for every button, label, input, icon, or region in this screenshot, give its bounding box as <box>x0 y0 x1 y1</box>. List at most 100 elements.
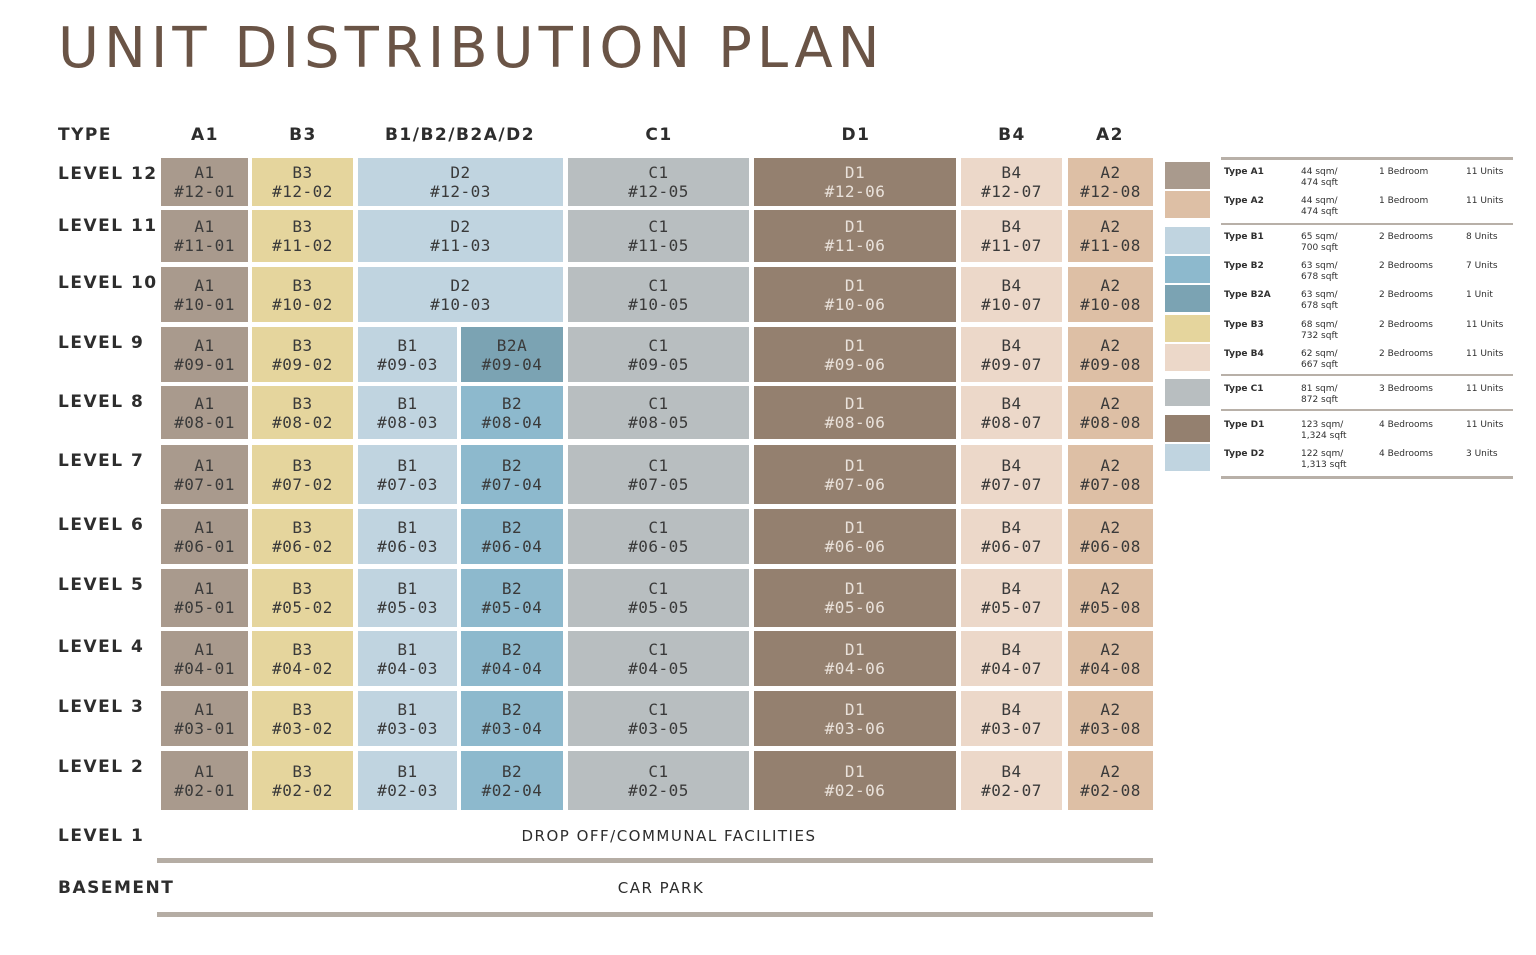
unit-cell[interactable]: A2 #04-08 <box>1068 631 1153 686</box>
unit-cell[interactable]: A1 #07-01 <box>161 445 248 504</box>
unit-cell[interactable]: B1 #05-03 <box>358 569 457 627</box>
unit-cell[interactable]: D2 #10-03 <box>358 267 563 322</box>
unit-cell[interactable]: D1 #06-06 <box>754 509 956 564</box>
unit-number: #07-01 <box>174 474 235 494</box>
unit-type: C1 <box>648 761 669 781</box>
unit-cell[interactable]: B1 #04-03 <box>358 631 457 686</box>
unit-cell[interactable]: A1 #08-01 <box>161 386 248 439</box>
unit-cell[interactable]: D1 #11-06 <box>754 210 956 262</box>
unit-cell[interactable]: B2 #07-04 <box>461 445 563 504</box>
unit-cell[interactable]: A1 #10-01 <box>161 267 248 322</box>
unit-cell[interactable]: B3 #06-02 <box>252 509 353 564</box>
unit-cell[interactable]: D1 #12-06 <box>754 158 956 206</box>
unit-cell[interactable]: A2 #08-08 <box>1068 386 1153 439</box>
unit-cell[interactable]: C1 #04-05 <box>568 631 749 686</box>
unit-type: D1 <box>844 455 866 475</box>
unit-cell[interactable]: A2 #02-08 <box>1068 751 1153 810</box>
unit-cell[interactable]: C1 #03-05 <box>568 691 749 746</box>
unit-cell[interactable]: A2 #03-08 <box>1068 691 1153 746</box>
unit-number: #10-03 <box>430 294 491 314</box>
unit-cell[interactable]: B1 #09-03 <box>358 327 457 382</box>
unit-cell[interactable]: A2 #10-08 <box>1068 267 1153 322</box>
unit-cell[interactable]: B4 #05-07 <box>961 569 1062 627</box>
unit-cell[interactable]: A1 #04-01 <box>161 631 248 686</box>
unit-cell[interactable]: B3 #04-02 <box>252 631 353 686</box>
unit-cell[interactable]: A2 #06-08 <box>1068 509 1153 564</box>
unit-number: #04-04 <box>481 658 543 678</box>
unit-cell[interactable]: B1 #06-03 <box>358 509 457 564</box>
unit-cell[interactable]: A2 #11-08 <box>1068 210 1153 262</box>
unit-cell[interactable]: D1 #05-06 <box>754 569 956 627</box>
unit-cell[interactable]: C1 #05-05 <box>568 569 749 627</box>
unit-cell[interactable]: B3 #05-02 <box>252 569 353 627</box>
unit-cell[interactable]: B2 #06-04 <box>461 509 563 564</box>
unit-cell[interactable]: B4 #11-07 <box>961 210 1062 262</box>
unit-cell[interactable]: B4 #07-07 <box>961 445 1062 504</box>
unit-cell[interactable]: B3 #11-02 <box>252 210 353 262</box>
unit-cell[interactable]: D2 #11-03 <box>358 210 563 262</box>
unit-cell[interactable]: B1 #07-03 <box>358 445 457 504</box>
unit-cell[interactable]: C1 #10-05 <box>568 267 749 322</box>
unit-number: #09-04 <box>481 354 543 374</box>
unit-cell[interactable]: C1 #07-05 <box>568 445 749 504</box>
unit-cell[interactable]: C1 #02-05 <box>568 751 749 810</box>
unit-cell[interactable]: B1 #02-03 <box>358 751 457 810</box>
unit-cell[interactable]: A2 #09-08 <box>1068 327 1153 382</box>
unit-cell[interactable]: C1 #08-05 <box>568 386 749 439</box>
unit-cell[interactable]: D1 #02-06 <box>754 751 956 810</box>
unit-cell[interactable]: A2 #12-08 <box>1068 158 1153 206</box>
unit-cell[interactable]: A1 #02-01 <box>161 751 248 810</box>
unit-cell[interactable]: B4 #04-07 <box>961 631 1062 686</box>
unit-cell[interactable]: B3 #08-02 <box>252 386 353 439</box>
legend-divider <box>1221 223 1513 225</box>
unit-cell[interactable]: B4 #09-07 <box>961 327 1062 382</box>
unit-cell[interactable]: D1 #04-06 <box>754 631 956 686</box>
unit-cell[interactable]: B4 #08-07 <box>961 386 1062 439</box>
unit-number: #02-05 <box>628 780 689 800</box>
unit-cell[interactable]: C1 #06-05 <box>568 509 749 564</box>
unit-cell[interactable]: B4 #06-07 <box>961 509 1062 564</box>
unit-cell[interactable]: A2 #07-08 <box>1068 445 1153 504</box>
unit-type: A1 <box>194 455 215 475</box>
unit-cell[interactable]: D2 #12-03 <box>358 158 563 206</box>
unit-cell[interactable]: B1 #08-03 <box>358 386 457 439</box>
unit-cell[interactable]: A1 #05-01 <box>161 569 248 627</box>
unit-cell[interactable]: A1 #12-01 <box>161 158 248 206</box>
unit-cell[interactable]: C1 #11-05 <box>568 210 749 262</box>
unit-cell[interactable]: B3 #03-02 <box>252 691 353 746</box>
unit-cell[interactable]: B2 #04-04 <box>461 631 563 686</box>
unit-cell[interactable]: B2 #02-04 <box>461 751 563 810</box>
unit-cell[interactable]: D1 #08-06 <box>754 386 956 439</box>
unit-cell[interactable]: D1 #03-06 <box>754 691 956 746</box>
unit-type: B3 <box>292 275 313 295</box>
unit-cell[interactable]: A1 #03-01 <box>161 691 248 746</box>
unit-cell[interactable]: D1 #10-06 <box>754 267 956 322</box>
unit-cell[interactable]: B2 #08-04 <box>461 386 563 439</box>
unit-cell[interactable]: A2 #05-08 <box>1068 569 1153 627</box>
unit-cell[interactable]: B3 #07-02 <box>252 445 353 504</box>
unit-cell[interactable]: B4 #03-07 <box>961 691 1062 746</box>
unit-cell[interactable]: C1 #12-05 <box>568 158 749 206</box>
unit-cell[interactable]: A1 #09-01 <box>161 327 248 382</box>
unit-cell[interactable]: B2 #05-04 <box>461 569 563 627</box>
unit-cell[interactable]: D1 #07-06 <box>754 445 956 504</box>
unit-type: B1 <box>397 761 418 781</box>
unit-type: B1 <box>397 455 418 475</box>
unit-cell[interactable]: B1 #03-03 <box>358 691 457 746</box>
unit-cell[interactable]: D1 #09-06 <box>754 327 956 382</box>
unit-cell[interactable]: B3 #10-02 <box>252 267 353 322</box>
unit-type: B4 <box>1001 455 1022 475</box>
unit-cell[interactable]: C1 #09-05 <box>568 327 749 382</box>
unit-cell[interactable]: B3 #02-02 <box>252 751 353 810</box>
unit-cell[interactable]: B3 #12-02 <box>252 158 353 206</box>
unit-cell[interactable]: B4 #10-07 <box>961 267 1062 322</box>
unit-cell[interactable]: A1 #11-01 <box>161 210 248 262</box>
unit-cell[interactable]: B2 #03-04 <box>461 691 563 746</box>
unit-cell[interactable]: B3 #09-02 <box>252 327 353 382</box>
unit-cell[interactable]: A1 #06-01 <box>161 509 248 564</box>
unit-cell[interactable]: B2A #09-04 <box>461 327 563 382</box>
unit-cell[interactable]: B4 #12-07 <box>961 158 1062 206</box>
unit-cell[interactable]: B4 #02-07 <box>961 751 1062 810</box>
column-header: D1 <box>841 125 871 145</box>
unit-type: B4 <box>1001 217 1022 236</box>
